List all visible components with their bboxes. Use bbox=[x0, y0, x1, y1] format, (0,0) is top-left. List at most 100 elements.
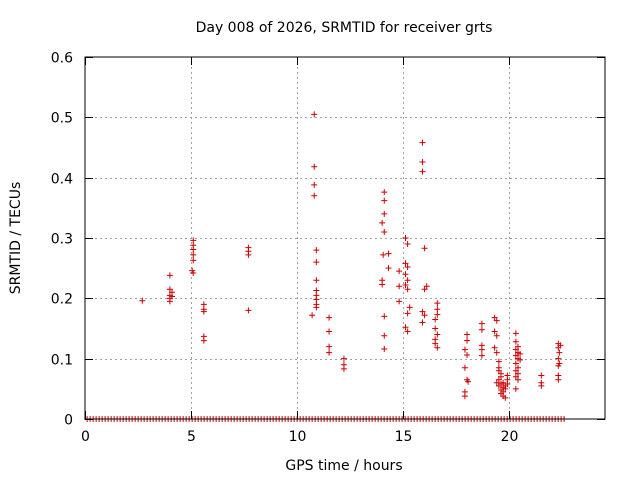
axis-ticks: 0 0.1 0.2 0.3 0.4 0.5 0.6 0 5 10 15 20 bbox=[51, 51, 605, 445]
data-point bbox=[514, 370, 521, 377]
data-point bbox=[340, 365, 347, 372]
data-point bbox=[402, 235, 409, 241]
data-point bbox=[478, 346, 485, 353]
data-point bbox=[514, 343, 521, 350]
data-point bbox=[385, 265, 392, 272]
data-point bbox=[512, 346, 519, 353]
data-point bbox=[434, 306, 441, 313]
data-point bbox=[381, 228, 388, 235]
data-point bbox=[465, 378, 472, 385]
y-tick-label: 0.1 bbox=[51, 353, 73, 369]
data-point bbox=[493, 317, 500, 324]
y-tick-label: 0.5 bbox=[51, 111, 73, 127]
data-point bbox=[326, 343, 333, 350]
data-point bbox=[313, 304, 320, 311]
data-point bbox=[421, 312, 428, 319]
y-tick-label: 0.6 bbox=[51, 51, 73, 67]
data-point bbox=[464, 331, 471, 338]
data-point bbox=[396, 268, 403, 275]
data-point bbox=[419, 308, 426, 315]
data-point bbox=[311, 111, 318, 118]
data-point bbox=[517, 350, 524, 357]
x-tick-label: 5 bbox=[187, 429, 196, 445]
data-point bbox=[190, 257, 197, 264]
data-point bbox=[434, 311, 441, 318]
data-point bbox=[512, 338, 519, 345]
y-tick-label: 0.4 bbox=[51, 172, 73, 188]
data-point bbox=[406, 304, 413, 311]
data-point bbox=[555, 355, 562, 362]
data-point bbox=[419, 139, 426, 146]
data-point bbox=[313, 247, 320, 254]
data-point bbox=[311, 163, 318, 170]
data-point bbox=[245, 307, 252, 314]
data-point bbox=[326, 314, 333, 321]
data-point bbox=[200, 337, 207, 344]
data-point bbox=[381, 210, 388, 217]
data-point bbox=[491, 328, 498, 335]
data-point bbox=[419, 158, 426, 165]
data-point bbox=[555, 362, 562, 369]
data-point bbox=[491, 314, 498, 321]
x-tick-label: 20 bbox=[501, 429, 519, 445]
data-point bbox=[491, 344, 498, 351]
x-tick-label: 10 bbox=[289, 429, 307, 445]
data-point bbox=[495, 376, 502, 383]
data-point bbox=[434, 344, 441, 351]
data-point bbox=[500, 379, 507, 386]
data-point bbox=[309, 312, 316, 319]
data-points bbox=[139, 111, 564, 401]
data-point bbox=[404, 263, 411, 270]
data-point bbox=[432, 316, 439, 323]
data-point bbox=[512, 367, 519, 374]
data-point bbox=[340, 355, 347, 362]
data-point bbox=[504, 381, 511, 388]
data-point bbox=[381, 189, 388, 196]
data-point bbox=[495, 358, 502, 365]
y-tick-label: 0.2 bbox=[51, 292, 73, 308]
chart-title: Day 008 of 2026, SRMTID for receiver grt… bbox=[196, 20, 493, 36]
data-point bbox=[421, 245, 428, 252]
data-point bbox=[432, 325, 439, 332]
data-point bbox=[464, 337, 471, 344]
data-point bbox=[402, 271, 409, 278]
data-point bbox=[502, 385, 509, 392]
data-point bbox=[379, 219, 386, 226]
data-point bbox=[166, 286, 173, 293]
data-point bbox=[404, 241, 411, 248]
data-point bbox=[380, 251, 387, 258]
data-point bbox=[556, 349, 563, 356]
data-point bbox=[478, 320, 485, 327]
data-point bbox=[404, 277, 411, 284]
data-point bbox=[166, 272, 173, 279]
data-point bbox=[461, 364, 468, 371]
data-point bbox=[538, 372, 545, 379]
data-point bbox=[381, 346, 388, 353]
y-tick-label: 0.3 bbox=[51, 232, 73, 248]
data-point bbox=[419, 168, 426, 175]
data-point bbox=[311, 181, 318, 188]
data-point bbox=[166, 298, 173, 305]
x-tick-label: 0 bbox=[81, 429, 90, 445]
data-point bbox=[396, 298, 403, 305]
data-point bbox=[517, 356, 524, 363]
data-point bbox=[432, 340, 439, 347]
data-point bbox=[326, 349, 333, 356]
data-point bbox=[326, 328, 333, 335]
data-point bbox=[512, 352, 519, 359]
y-tick-label: 0 bbox=[64, 413, 73, 429]
data-point bbox=[512, 385, 519, 392]
data-point bbox=[381, 332, 388, 339]
plot-frame bbox=[84, 56, 606, 420]
data-point bbox=[396, 283, 403, 290]
data-point bbox=[493, 332, 500, 339]
data-point bbox=[512, 360, 519, 367]
data-point bbox=[139, 297, 146, 304]
data-point bbox=[495, 367, 502, 374]
data-point bbox=[402, 260, 409, 267]
data-point bbox=[313, 277, 320, 284]
data-point bbox=[402, 282, 409, 289]
data-point bbox=[419, 319, 426, 326]
data-point bbox=[555, 344, 562, 351]
